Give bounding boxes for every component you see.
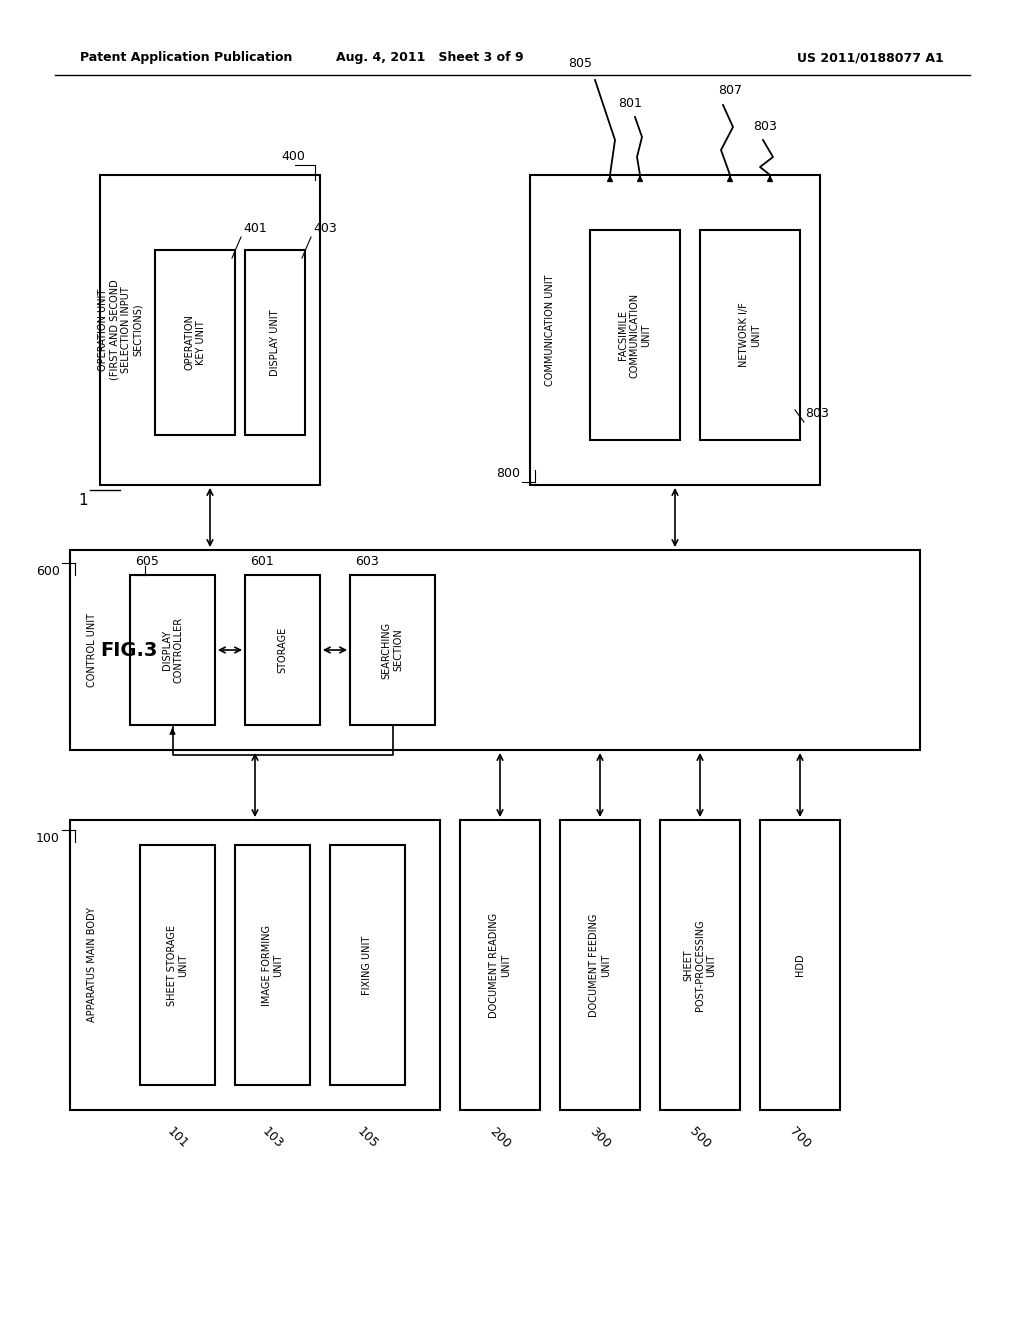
Bar <box>245 576 319 725</box>
Text: Aug. 4, 2011   Sheet 3 of 9: Aug. 4, 2011 Sheet 3 of 9 <box>336 51 524 65</box>
Text: 103: 103 <box>259 1125 286 1151</box>
Bar <box>100 176 319 484</box>
Bar <box>140 845 215 1085</box>
Text: OPERATION UNIT
(FIRST AND SECOND
SELECTION INPUT
SECTIONS): OPERATION UNIT (FIRST AND SECOND SELECTI… <box>97 280 142 380</box>
Text: CONTROL UNIT: CONTROL UNIT <box>87 612 97 686</box>
Text: SHEET
POST-PROCESSING
UNIT: SHEET POST-PROCESSING UNIT <box>683 919 717 1011</box>
Text: APPARATUS MAIN BODY: APPARATUS MAIN BODY <box>87 908 97 1023</box>
Text: DOCUMENT READING
UNIT: DOCUMENT READING UNIT <box>489 912 511 1018</box>
Text: 401: 401 <box>243 222 266 235</box>
Text: 400: 400 <box>282 150 305 162</box>
Bar <box>245 249 305 436</box>
Text: 603: 603 <box>355 554 379 568</box>
Bar <box>350 576 435 725</box>
Bar <box>70 550 920 750</box>
Text: 200: 200 <box>487 1125 513 1151</box>
Bar <box>530 176 820 484</box>
Text: 807: 807 <box>718 84 742 96</box>
Text: IMAGE FORMING
UNIT: IMAGE FORMING UNIT <box>262 924 284 1006</box>
Bar <box>330 845 406 1085</box>
Bar <box>660 820 740 1110</box>
Bar <box>460 820 540 1110</box>
Text: 300: 300 <box>587 1125 613 1151</box>
Text: 1: 1 <box>79 492 88 508</box>
Bar <box>590 230 680 440</box>
Text: FACSIMILE
COMMUNICATION
UNIT: FACSIMILE COMMUNICATION UNIT <box>618 293 651 378</box>
Bar <box>130 576 215 725</box>
Bar <box>560 820 640 1110</box>
Text: 601: 601 <box>250 554 273 568</box>
Bar <box>760 820 840 1110</box>
Text: 101: 101 <box>165 1125 190 1151</box>
Text: 605: 605 <box>135 554 159 568</box>
Text: 803: 803 <box>805 407 828 420</box>
Text: 800: 800 <box>496 467 520 480</box>
Text: HDD: HDD <box>795 953 805 977</box>
Text: SHEET STORAGE
UNIT: SHEET STORAGE UNIT <box>167 924 188 1006</box>
Text: 805: 805 <box>568 57 592 70</box>
Text: 803: 803 <box>753 120 777 133</box>
Text: OPERATION
KEY UNIT: OPERATION KEY UNIT <box>184 314 206 371</box>
Text: STORAGE: STORAGE <box>278 627 288 673</box>
Text: COMMUNICATION UNIT: COMMUNICATION UNIT <box>545 275 555 385</box>
Text: 403: 403 <box>313 222 337 235</box>
Bar <box>234 845 310 1085</box>
Text: NETWORK I/F
UNIT: NETWORK I/F UNIT <box>739 302 761 367</box>
Bar <box>700 230 800 440</box>
Text: FIXING UNIT: FIXING UNIT <box>362 936 373 995</box>
Text: DISPLAY
CONTROLLER: DISPLAY CONTROLLER <box>162 616 183 682</box>
Text: FIG.3: FIG.3 <box>100 640 158 660</box>
Bar <box>70 820 440 1110</box>
Text: DISPLAY UNIT: DISPLAY UNIT <box>270 309 280 376</box>
Bar <box>155 249 234 436</box>
Text: Patent Application Publication: Patent Application Publication <box>80 51 293 65</box>
Text: 500: 500 <box>687 1125 713 1151</box>
Text: 700: 700 <box>786 1125 813 1151</box>
Text: 801: 801 <box>618 96 642 110</box>
Text: 600: 600 <box>36 565 60 578</box>
Text: 105: 105 <box>354 1125 381 1151</box>
Text: 100: 100 <box>36 832 60 845</box>
Text: SEARCHING
SECTION: SEARCHING SECTION <box>382 622 403 678</box>
Text: US 2011/0188077 A1: US 2011/0188077 A1 <box>797 51 943 65</box>
Text: DOCUMENT FEEDING
UNIT: DOCUMENT FEEDING UNIT <box>589 913 610 1016</box>
